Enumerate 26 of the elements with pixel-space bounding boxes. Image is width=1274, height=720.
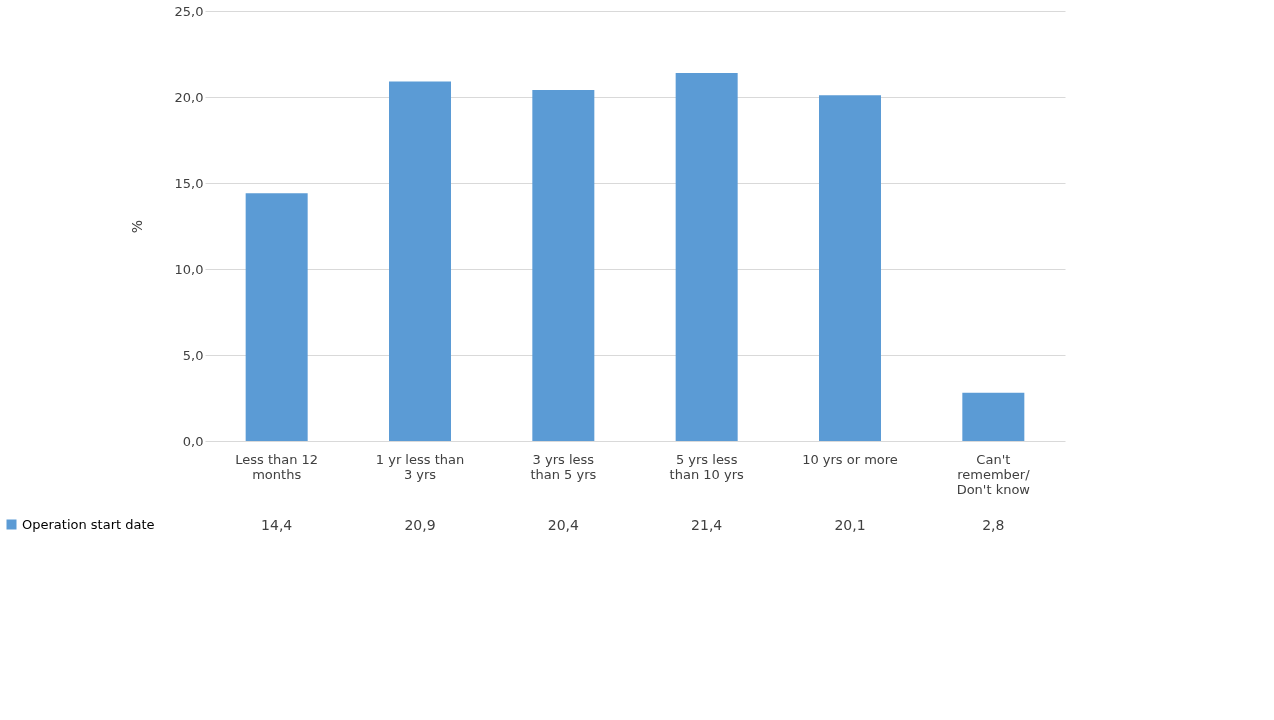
data-label: 20,4	[547, 517, 580, 533]
bar	[675, 72, 738, 441]
y-tick-label: 25,0	[174, 3, 204, 19]
y-tick-label: 0,0	[182, 433, 204, 449]
y-tick-label: 10,0	[174, 261, 204, 277]
x-tick-label: Less than 12 months	[235, 451, 319, 482]
y-tick-label: 20,0	[174, 89, 204, 105]
data-label: 20,9	[404, 517, 436, 533]
data-label: 20,1	[834, 517, 866, 533]
data-label: 14,4	[261, 517, 293, 533]
bar	[532, 90, 595, 441]
data-label: 2,8	[982, 517, 1005, 533]
x-tick-label: 3 yrs less than 5 yrs	[530, 451, 597, 482]
bar	[819, 95, 881, 441]
bar	[389, 81, 451, 441]
y-tick-label: 5,0	[182, 347, 204, 363]
legend-label: Operation start date	[22, 516, 155, 532]
bar	[962, 392, 1025, 441]
x-tick-label: 5 yrs less than 10 yrs	[669, 451, 744, 482]
x-tick-label: 10 yrs or more	[802, 451, 898, 467]
bar	[245, 193, 308, 441]
y-tick-label: 15,0	[174, 175, 204, 191]
x-tick-label: Can't remember/ Don't know	[956, 451, 1031, 497]
y-axis-title: %	[128, 219, 145, 234]
x-tick-label: 1 yr less than 3 yrs	[375, 451, 465, 482]
data-label: 21,4	[691, 517, 723, 533]
